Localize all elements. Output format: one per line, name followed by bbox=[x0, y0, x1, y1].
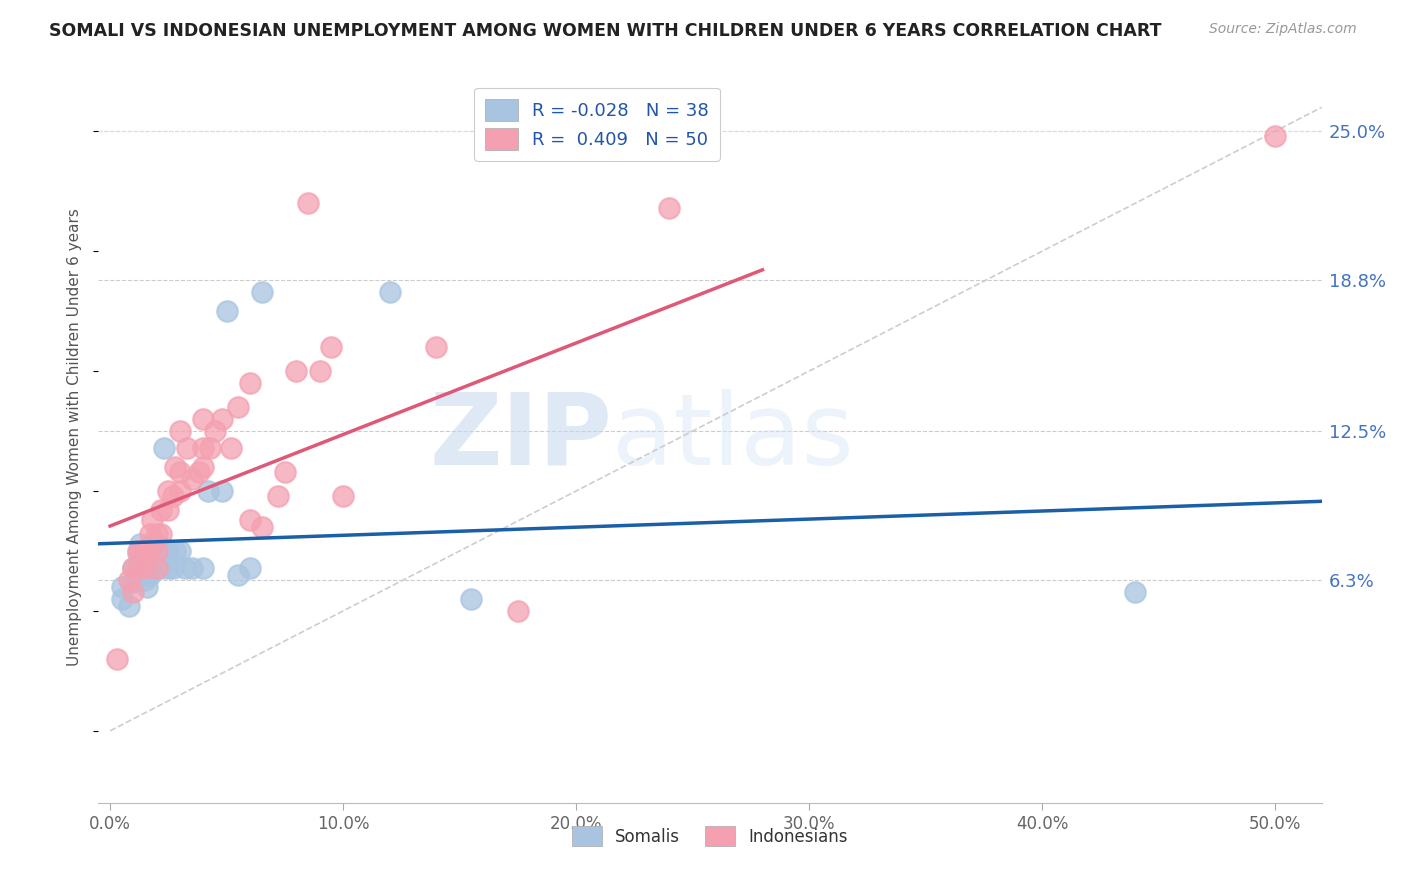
Point bbox=[127, 561, 149, 575]
Point bbox=[145, 561, 167, 575]
Point bbox=[141, 544, 163, 558]
Point bbox=[157, 503, 180, 517]
Point bbox=[127, 544, 149, 558]
Point bbox=[150, 561, 173, 575]
Point bbox=[145, 544, 167, 558]
Point bbox=[219, 441, 242, 455]
Point bbox=[460, 591, 482, 606]
Point bbox=[332, 489, 354, 503]
Point bbox=[136, 544, 159, 558]
Point bbox=[193, 441, 215, 455]
Point bbox=[239, 561, 262, 575]
Point bbox=[129, 537, 152, 551]
Point bbox=[250, 520, 273, 534]
Point bbox=[200, 441, 222, 455]
Point bbox=[193, 412, 215, 426]
Point bbox=[193, 460, 215, 475]
Point bbox=[152, 441, 174, 455]
Point bbox=[169, 424, 191, 438]
Point bbox=[118, 599, 141, 614]
Point bbox=[173, 561, 195, 575]
Point bbox=[169, 465, 191, 479]
Point bbox=[111, 580, 134, 594]
Point bbox=[134, 573, 156, 587]
Point bbox=[506, 604, 529, 618]
Point bbox=[157, 561, 180, 575]
Point bbox=[165, 544, 187, 558]
Point bbox=[136, 544, 159, 558]
Point bbox=[165, 460, 187, 475]
Point bbox=[138, 527, 160, 541]
Point bbox=[267, 489, 290, 503]
Point bbox=[145, 537, 167, 551]
Point bbox=[169, 544, 191, 558]
Point bbox=[150, 527, 173, 541]
Point bbox=[141, 513, 163, 527]
Point bbox=[211, 483, 233, 498]
Point bbox=[127, 561, 149, 575]
Point bbox=[226, 568, 249, 582]
Point bbox=[378, 285, 401, 299]
Point bbox=[111, 591, 134, 606]
Point bbox=[145, 527, 167, 541]
Point bbox=[129, 544, 152, 558]
Point bbox=[157, 483, 180, 498]
Point bbox=[122, 561, 145, 575]
Text: Source: ZipAtlas.com: Source: ZipAtlas.com bbox=[1209, 22, 1357, 37]
Point bbox=[129, 551, 152, 566]
Point bbox=[297, 196, 319, 211]
Point bbox=[118, 573, 141, 587]
Point bbox=[321, 340, 343, 354]
Text: ZIP: ZIP bbox=[429, 389, 612, 485]
Point bbox=[138, 568, 160, 582]
Point bbox=[193, 561, 215, 575]
Point bbox=[145, 561, 167, 575]
Point bbox=[169, 483, 191, 498]
Point bbox=[250, 285, 273, 299]
Point bbox=[226, 400, 249, 414]
Point bbox=[134, 556, 156, 570]
Point bbox=[180, 472, 202, 486]
Point bbox=[658, 201, 681, 215]
Point bbox=[239, 513, 262, 527]
Text: atlas: atlas bbox=[612, 389, 853, 485]
Point bbox=[308, 364, 330, 378]
Point bbox=[215, 304, 238, 318]
Y-axis label: Unemployment Among Women with Children Under 6 years: Unemployment Among Women with Children U… bbox=[67, 208, 83, 666]
Point bbox=[285, 364, 308, 378]
Point bbox=[1264, 129, 1286, 144]
Point bbox=[425, 340, 447, 354]
Point bbox=[157, 544, 180, 558]
Point bbox=[134, 544, 156, 558]
Point bbox=[141, 537, 163, 551]
Point bbox=[127, 546, 149, 560]
Point bbox=[204, 424, 226, 438]
Point bbox=[274, 465, 297, 479]
Point bbox=[180, 561, 202, 575]
Point bbox=[162, 561, 184, 575]
Point bbox=[187, 465, 209, 479]
Text: SOMALI VS INDONESIAN UNEMPLOYMENT AMONG WOMEN WITH CHILDREN UNDER 6 YEARS CORREL: SOMALI VS INDONESIAN UNEMPLOYMENT AMONG … bbox=[49, 22, 1161, 40]
Point bbox=[162, 489, 184, 503]
Point bbox=[136, 580, 159, 594]
Point bbox=[211, 412, 233, 426]
Point bbox=[105, 652, 128, 666]
Point bbox=[1123, 584, 1146, 599]
Point bbox=[150, 503, 173, 517]
Point bbox=[122, 575, 145, 590]
Point bbox=[141, 561, 163, 575]
Point bbox=[176, 441, 198, 455]
Point bbox=[197, 483, 219, 498]
Point bbox=[122, 584, 145, 599]
Point bbox=[239, 376, 262, 391]
Point bbox=[150, 544, 173, 558]
Point bbox=[122, 561, 145, 575]
Point bbox=[134, 561, 156, 575]
Legend: Somalis, Indonesians: Somalis, Indonesians bbox=[565, 820, 855, 853]
